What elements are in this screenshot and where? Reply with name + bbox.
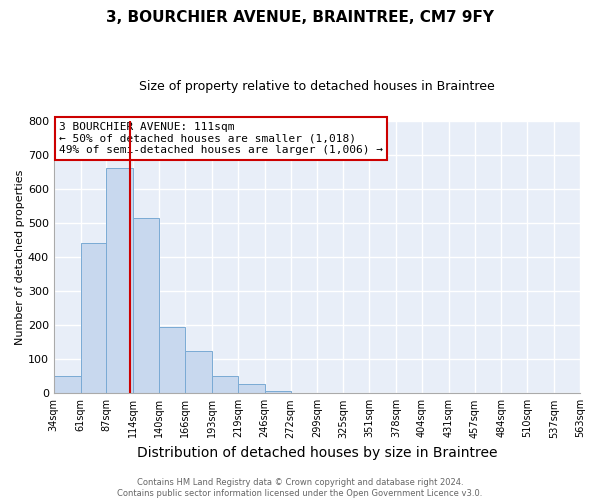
Title: Size of property relative to detached houses in Braintree: Size of property relative to detached ho… xyxy=(139,80,495,93)
Y-axis label: Number of detached properties: Number of detached properties xyxy=(15,169,25,344)
Bar xyxy=(265,390,290,394)
Bar xyxy=(106,168,133,394)
Text: 3, BOURCHIER AVENUE, BRAINTREE, CM7 9FY: 3, BOURCHIER AVENUE, BRAINTREE, CM7 9FY xyxy=(106,10,494,25)
Bar xyxy=(159,327,185,394)
Bar xyxy=(133,218,159,394)
Bar xyxy=(212,376,238,394)
Bar xyxy=(238,384,265,394)
Text: 3 BOURCHIER AVENUE: 111sqm
← 50% of detached houses are smaller (1,018)
49% of s: 3 BOURCHIER AVENUE: 111sqm ← 50% of deta… xyxy=(59,122,383,155)
Bar xyxy=(185,350,212,394)
X-axis label: Distribution of detached houses by size in Braintree: Distribution of detached houses by size … xyxy=(137,446,497,460)
Bar xyxy=(80,244,106,394)
Text: Contains HM Land Registry data © Crown copyright and database right 2024.
Contai: Contains HM Land Registry data © Crown c… xyxy=(118,478,482,498)
Bar xyxy=(54,376,80,394)
